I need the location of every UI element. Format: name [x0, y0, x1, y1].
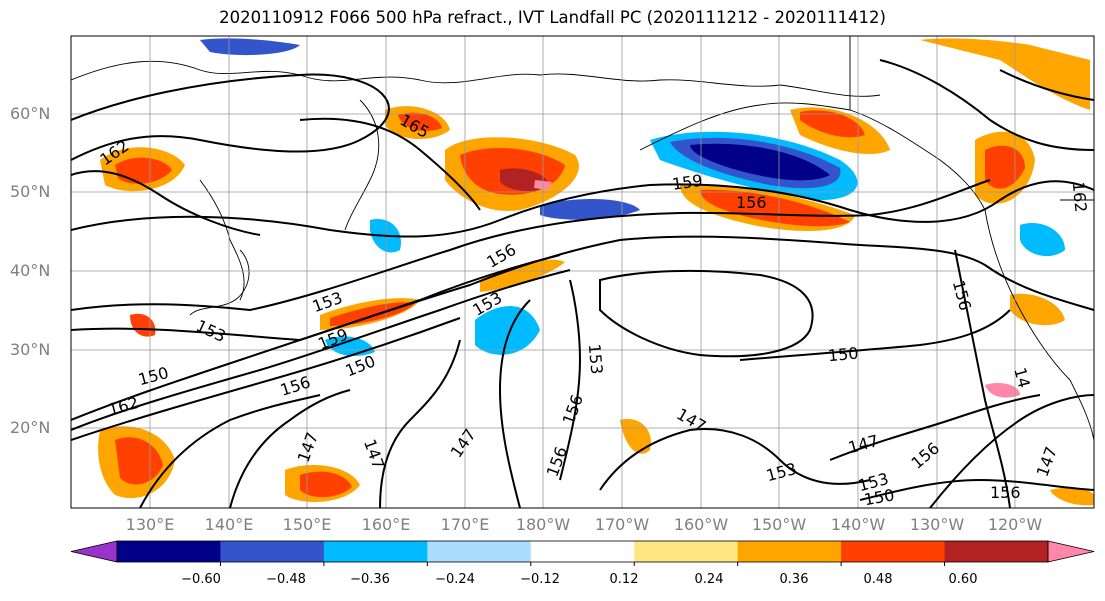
- shading-positive: [1050, 487, 1094, 506]
- contour-line: [859, 478, 1094, 501]
- contour-lines: [71, 59, 1094, 508]
- shading-negative: [540, 198, 640, 220]
- contour-line: [71, 170, 261, 236]
- colorbar-tick-label: −0.60: [181, 572, 221, 587]
- shading-negative: [475, 306, 540, 355]
- shading-positive: [300, 471, 352, 498]
- map-title: 2020110912 F066 500 hPa refract., IVT La…: [219, 8, 886, 27]
- contour-line: [498, 299, 531, 508]
- shading-positive: [480, 259, 565, 292]
- lat-label: 30°N: [10, 340, 51, 359]
- colorbar-swatch: [634, 541, 739, 562]
- contour-line: [954, 249, 1011, 508]
- colorbar-swatch: [117, 541, 221, 562]
- contour-line: [879, 59, 1094, 151]
- coastline: [344, 99, 380, 231]
- lon-label: 150°W: [751, 515, 807, 534]
- lat-label: 20°N: [10, 418, 51, 437]
- shading-negative: [200, 38, 300, 56]
- colorbar-swatch: [737, 541, 842, 562]
- lon-label: 180°W: [515, 515, 571, 534]
- gridlines: [71, 36, 1094, 508]
- colorbar-tick-label: 0.12: [609, 572, 639, 587]
- colorbar-swatch: [220, 541, 325, 562]
- lon-label: 170°E: [440, 515, 490, 534]
- colorbar-swatch: [944, 541, 1049, 562]
- shading-positive: [700, 189, 850, 227]
- lon-label: 130°E: [125, 515, 175, 534]
- contour-label: 150: [862, 485, 895, 509]
- shading-positive: [130, 313, 156, 337]
- coastline: [199, 179, 245, 301]
- map-background: [71, 36, 1094, 508]
- contour-label: 156: [736, 193, 767, 212]
- colorbar-swatch: [323, 541, 428, 562]
- shading-layer: [98, 38, 1094, 506]
- contour-line: [929, 394, 1094, 508]
- map-frame: [70, 35, 1095, 509]
- contour-line: [71, 235, 1094, 342]
- colorbar: [70, 540, 1095, 566]
- coastline: [189, 249, 250, 316]
- contour-line: [71, 317, 461, 441]
- colorbar-frame: [116, 540, 1049, 563]
- colorbar-tick-label: −0.36: [350, 572, 390, 587]
- lon-label: 140°W: [830, 515, 886, 534]
- contour-line: [299, 117, 481, 211]
- shading-negative: [1020, 222, 1065, 257]
- colorbar-swatch: [427, 541, 532, 562]
- colorbar-tick-label: −0.48: [266, 572, 306, 587]
- lon-label: 170°W: [594, 515, 650, 534]
- colorbar-tick-label: 0.60: [948, 572, 978, 587]
- shading-positive: [115, 157, 172, 184]
- lat-label: 50°N: [10, 182, 51, 201]
- shading-positive: [800, 110, 865, 138]
- coastline: [539, 73, 881, 97]
- lon-label: 140°E: [204, 515, 254, 534]
- contour-label: 153: [585, 343, 607, 375]
- contour-label: 156: [990, 483, 1021, 502]
- contour-line: [71, 179, 991, 312]
- shading-positive: [115, 437, 163, 485]
- colorbar-tick-label: 0.36: [779, 572, 809, 587]
- contour-line: [229, 389, 351, 508]
- contour-line: [739, 309, 1011, 361]
- contour-line: [559, 279, 582, 481]
- lon-label: 160°W: [673, 515, 729, 534]
- contour-line: [71, 269, 571, 431]
- lon-label: 160°E: [361, 515, 411, 534]
- lon-label: 150°E: [282, 515, 332, 534]
- lat-label: 60°N: [10, 104, 51, 123]
- colorbar-tick-label: −0.24: [435, 572, 475, 587]
- contour-line: [379, 339, 461, 508]
- shading-positive: [398, 112, 442, 132]
- contour-line: [599, 269, 814, 358]
- lon-label: 120°W: [987, 515, 1043, 534]
- shading-positive: [985, 383, 1020, 398]
- lat-label: 40°N: [10, 261, 51, 280]
- contour-line: [999, 69, 1094, 101]
- colorbar-swatch: [530, 541, 635, 562]
- colorbar-tick-label: 0.24: [694, 572, 724, 587]
- contour-label: 159: [671, 171, 704, 194]
- lon-label: 130°W: [909, 515, 965, 534]
- colorbar-extend-min: [70, 540, 118, 563]
- contour-line: [71, 254, 561, 421]
- contour-label: 14: [1010, 365, 1034, 390]
- contour-line: [829, 394, 1041, 461]
- colorbar-extend-max: [1047, 540, 1095, 563]
- contour-label: 150: [827, 344, 859, 366]
- colorbar-swatch: [841, 541, 946, 562]
- contour-line: [139, 394, 321, 508]
- coastline: [984, 209, 1094, 441]
- colorbar-tick-label: 0.48: [863, 572, 893, 587]
- shading-positive: [920, 38, 1090, 110]
- shading-negative: [690, 143, 830, 181]
- contour-line: [599, 428, 871, 491]
- colorbar-tick-label: −0.12: [520, 572, 560, 587]
- contour-label: 162: [1069, 181, 1091, 213]
- contour-line: [71, 180, 1094, 238]
